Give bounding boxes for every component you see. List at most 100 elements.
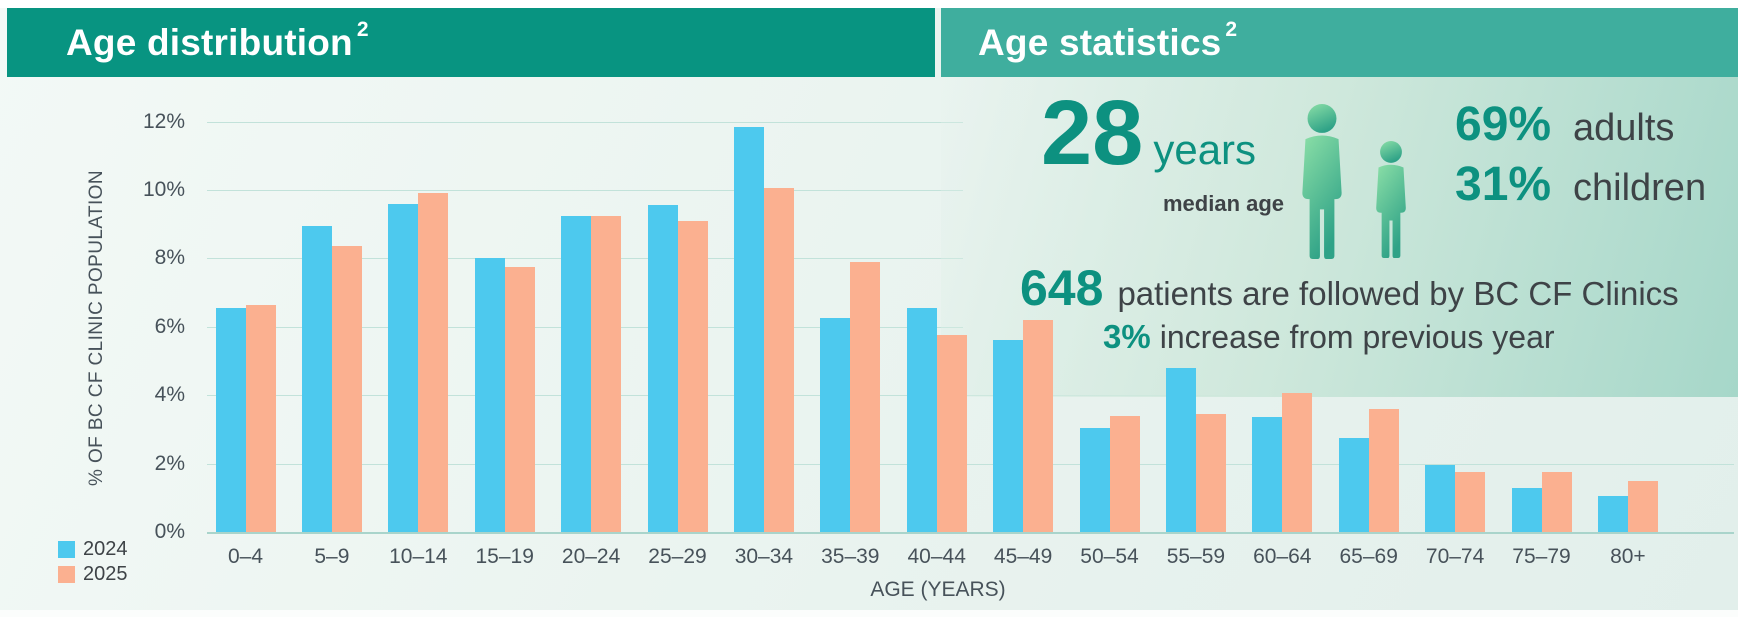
age-statistics-panel: 28 years median age 69% — [941, 77, 1738, 397]
bar-2025-40–44 — [936, 335, 967, 532]
x-tick-60–64: 60–64 — [1253, 545, 1312, 568]
x-tick-20–24: 20–24 — [561, 545, 621, 568]
right-panel-header: Age statistics 2 — [941, 8, 1738, 77]
top-margin — [0, 0, 1738, 8]
bar-2024-45–49 — [993, 340, 1024, 532]
bar-2024-65–69 — [1338, 437, 1369, 532]
x-tick-45–49: 45–49 — [993, 545, 1053, 568]
bar-2025-50–54 — [1109, 415, 1140, 532]
bar-2024-50–54 — [1079, 427, 1110, 532]
gridline-2% — [207, 463, 1734, 465]
bar-2024-55–59 — [1165, 367, 1196, 532]
x-tick-5–9: 5–9 — [314, 545, 350, 568]
bar-2024-60–64 — [1252, 417, 1283, 532]
bar-2024-10–14 — [388, 203, 419, 532]
patients-label: patients are followed by BC CF Clinics — [1117, 275, 1679, 312]
bar-2024-25–29 — [647, 205, 678, 532]
x-tick-80+: 80+ — [1610, 545, 1646, 568]
adults-percentage: 69% — [1455, 98, 1552, 151]
bar-2025-45–49 — [1023, 319, 1054, 532]
median-age-stat: 28 years — [1041, 87, 1256, 179]
bar-2025-55–59 — [1195, 414, 1226, 532]
bar-2024-30–34 — [733, 126, 764, 532]
children-label: children — [1573, 166, 1707, 209]
x-tick-75–79: 75–79 — [1512, 545, 1571, 568]
increase-percentage: 3% — [1103, 318, 1151, 355]
bar-2025-10–14 — [418, 193, 449, 532]
bar-2025-35–39 — [850, 261, 881, 532]
legend-label-2024: 2024 — [83, 538, 128, 560]
adults-label: adults — [1573, 107, 1675, 149]
legend-swatch-2024 — [58, 541, 75, 558]
bar-2025-75–79 — [1541, 472, 1572, 532]
x-tick-55–59: 55–59 — [1166, 545, 1226, 568]
bar-2024-70–74 — [1425, 465, 1456, 532]
bar-2025-20–24 — [591, 215, 622, 532]
bar-2025-65–69 — [1368, 408, 1399, 532]
x-tick-15–19: 15–19 — [475, 545, 534, 568]
legend-label-2025: 2025 — [83, 563, 128, 585]
patients-count: 648 — [1020, 260, 1104, 316]
bar-2024-75–79 — [1511, 487, 1542, 532]
x-tick-0–4: 0–4 — [227, 545, 264, 568]
bar-2024-5–9 — [301, 225, 332, 532]
y-axis-title: % OF BC CF CLINIC POPULATION — [86, 170, 107, 486]
x-tick-35–39: 35–39 — [821, 545, 880, 568]
bar-2024-40–44 — [906, 307, 937, 532]
child-person-icon — [1376, 141, 1406, 258]
bar-2024-80+ — [1597, 496, 1628, 532]
x-axis-title: AGE (YEARS) — [870, 578, 1006, 601]
bar-2025-80+ — [1627, 480, 1658, 532]
x-tick-70–74: 70–74 — [1425, 545, 1485, 568]
children-percentage: 31% — [1455, 157, 1552, 211]
x-tick-40–44: 40–44 — [907, 545, 966, 568]
bottom-margin — [0, 610, 1738, 617]
bar-2025-60–64 — [1282, 393, 1313, 532]
adults-children-stats: 69% adults 31% children — [1455, 98, 1707, 212]
right-panel-title: Age statistics — [978, 21, 1222, 63]
left-panel-header: Age distribution 2 — [7, 8, 935, 77]
children-stat: 31% children — [1455, 157, 1707, 212]
bar-2025-30–34 — [763, 188, 794, 532]
bar-2025-25–29 — [677, 220, 708, 532]
median-age-value: 28 — [1041, 82, 1144, 184]
adult-person-icon — [1302, 104, 1342, 259]
median-age-label: median age — [1163, 191, 1285, 216]
left-panel-title: Age distribution — [66, 21, 353, 63]
x-tick-10–14: 10–14 — [389, 545, 448, 568]
bar-2025-15–19 — [504, 266, 535, 532]
right-title-footnote: 2 — [1225, 17, 1238, 41]
x-tick-30–34: 30–34 — [734, 545, 794, 568]
increase-stat: 3% increase from previous year — [1103, 318, 1555, 356]
y-tick-8%: 8% — [154, 246, 185, 270]
adults-stat: 69% adults — [1455, 98, 1706, 152]
left-title-footnote: 2 — [356, 17, 369, 41]
legend-item-2025: 2025 — [58, 562, 128, 587]
bar-2024-35–39 — [820, 318, 851, 532]
patients-count-stat: 648 patients are followed by BC CF Clini… — [1020, 263, 1679, 313]
bar-2024-15–19 — [474, 258, 505, 532]
bar-2025-5–9 — [331, 246, 362, 532]
y-tick-0%: 0% — [154, 520, 185, 543]
y-tick-12%: 12% — [142, 109, 185, 133]
gridline-12% — [207, 121, 963, 123]
legend-swatch-2025 — [58, 566, 75, 583]
gridline-0% — [207, 532, 1734, 534]
bar-2025-0–4 — [245, 304, 276, 532]
y-tick-6%: 6% — [154, 314, 185, 338]
legend-item-2024: 2024 — [58, 537, 128, 562]
x-tick-65–69: 65–69 — [1339, 545, 1398, 568]
increase-label: increase from previous year — [1159, 319, 1555, 355]
x-tick-50–54: 50–54 — [1080, 545, 1139, 568]
y-tick-4%: 4% — [154, 383, 185, 407]
chart-legend: 2024 2025 — [58, 537, 128, 587]
bar-2024-0–4 — [215, 307, 246, 532]
y-tick-2%: 2% — [154, 451, 185, 475]
median-age-unit: years — [1153, 126, 1257, 173]
gridline-10% — [207, 190, 963, 191]
bar-2024-20–24 — [561, 215, 592, 532]
x-tick-25–29: 25–29 — [648, 545, 707, 568]
y-tick-10%: 10% — [142, 178, 185, 201]
bar-2025-70–74 — [1455, 472, 1486, 532]
